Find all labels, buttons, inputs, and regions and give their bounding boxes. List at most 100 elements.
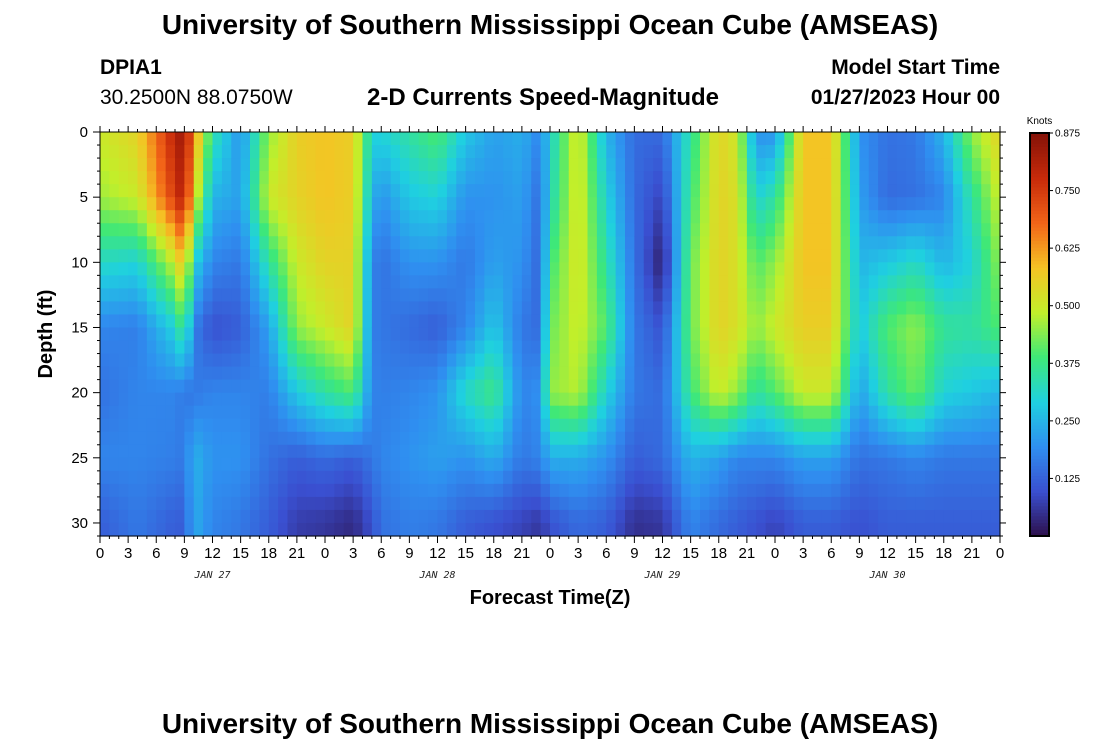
heatmap-cell: [709, 288, 720, 303]
x-tick-label: 0: [321, 545, 329, 562]
heatmap-cell: [353, 366, 364, 381]
colorbar-unit-label: Knots: [1027, 116, 1053, 127]
heatmap-cell: [118, 366, 129, 381]
heatmap-cell: [878, 379, 889, 394]
heatmap-cell: [381, 418, 392, 433]
heatmap-cell: [175, 158, 185, 172]
heatmap-cell: [503, 405, 514, 420]
heatmap-cell: [100, 262, 110, 276]
heatmap-cell: [662, 418, 673, 433]
heatmap-cell: [700, 483, 710, 498]
heatmap-cell: [831, 392, 842, 407]
heatmap-cell: [953, 444, 964, 459]
heatmap-cell: [250, 522, 260, 537]
heatmap-cell: [409, 327, 420, 342]
heatmap-cell: [231, 249, 242, 263]
heatmap-cell: [803, 457, 814, 472]
heatmap-cell: [615, 197, 626, 211]
heatmap-cell: [343, 444, 354, 459]
heatmap-cell: [615, 431, 626, 446]
heatmap-cell: [990, 132, 1001, 146]
heatmap-cell: [278, 262, 289, 276]
heatmap-cell: [156, 262, 167, 276]
heatmap-cell: [784, 288, 795, 303]
heatmap-cell: [118, 236, 129, 250]
heatmap-cell: [981, 288, 992, 303]
heatmap-cell: [184, 275, 195, 289]
heatmap-cell: [381, 288, 392, 303]
heatmap-cell: [728, 509, 739, 524]
heatmap-cell: [296, 171, 307, 185]
heatmap-cell: [165, 275, 176, 289]
heatmap-cell: [175, 314, 185, 329]
heatmap-cell: [325, 132, 335, 146]
heatmap-cell: [803, 197, 814, 211]
heatmap-cell: [259, 509, 270, 524]
heatmap-cell: [803, 353, 814, 368]
heatmap-cell: [165, 145, 176, 159]
heatmap-cell: [728, 158, 739, 172]
heatmap-cell: [381, 509, 392, 524]
heatmap-cell: [381, 431, 392, 446]
heatmap-cell: [493, 275, 504, 289]
heatmap-cell: [681, 184, 692, 198]
heatmap-cell: [859, 145, 870, 159]
heatmap-cell: [700, 496, 710, 511]
heatmap-cell: [709, 483, 720, 498]
heatmap-cell: [428, 132, 439, 146]
heatmap-cell: [925, 496, 935, 511]
heatmap-cell: [690, 470, 701, 485]
heatmap-cell: [793, 210, 804, 224]
heatmap-cell: [859, 132, 870, 146]
heatmap-cell: [428, 353, 439, 368]
heatmap-cell: [587, 132, 598, 146]
heatmap-cell: [971, 275, 982, 289]
heatmap-cell: [803, 301, 814, 316]
heatmap-cell: [456, 288, 467, 303]
heatmap-cell: [625, 197, 635, 211]
heatmap-cell: [943, 392, 954, 407]
heatmap-cell: [475, 145, 485, 159]
heatmap-cell: [362, 418, 373, 433]
heatmap-cell: [203, 496, 214, 511]
heatmap-cell: [831, 171, 842, 185]
heatmap-cell: [915, 366, 926, 381]
colorbar-segment: [1030, 398, 1049, 403]
heatmap-cell: [240, 197, 251, 211]
heatmap-cell: [250, 470, 260, 485]
heatmap-cell: [662, 249, 673, 263]
colorbar-segment: [1030, 408, 1049, 413]
colorbar-segment: [1030, 216, 1049, 221]
colorbar-segment: [1030, 284, 1049, 288]
heatmap-cell: [531, 236, 542, 250]
heatmap-cell: [990, 145, 1001, 159]
heatmap-cell: [325, 431, 335, 446]
heatmap-cell: [662, 145, 673, 159]
heatmap-cell: [493, 470, 504, 485]
heatmap-cell: [306, 145, 317, 159]
heatmap-cell: [521, 275, 532, 289]
heatmap-cell: [943, 457, 954, 472]
heatmap-cell: [793, 483, 804, 498]
heatmap-cell: [662, 223, 673, 237]
heatmap-cell: [615, 366, 626, 381]
colorbar-segment: [1030, 250, 1049, 255]
heatmap-cell: [831, 314, 842, 329]
heatmap-cell: [578, 249, 589, 263]
heatmap-cell: [709, 496, 720, 511]
heatmap-cell: [296, 418, 307, 433]
heatmap-cell: [737, 275, 748, 289]
heatmap-cell: [109, 340, 120, 355]
heatmap-cell: [990, 210, 1001, 224]
heatmap-cell: [756, 457, 767, 472]
heatmap-cell: [812, 470, 823, 485]
colorbar-segment: [1030, 307, 1049, 312]
heatmap-cell: [868, 327, 879, 342]
heatmap-cell: [250, 496, 260, 511]
heatmap-cell: [718, 262, 729, 276]
heatmap-cell: [334, 392, 345, 407]
heatmap-cell: [540, 288, 551, 303]
heatmap-cell: [737, 470, 748, 485]
heatmap-cell: [700, 431, 710, 446]
heatmap-cell: [671, 379, 682, 394]
